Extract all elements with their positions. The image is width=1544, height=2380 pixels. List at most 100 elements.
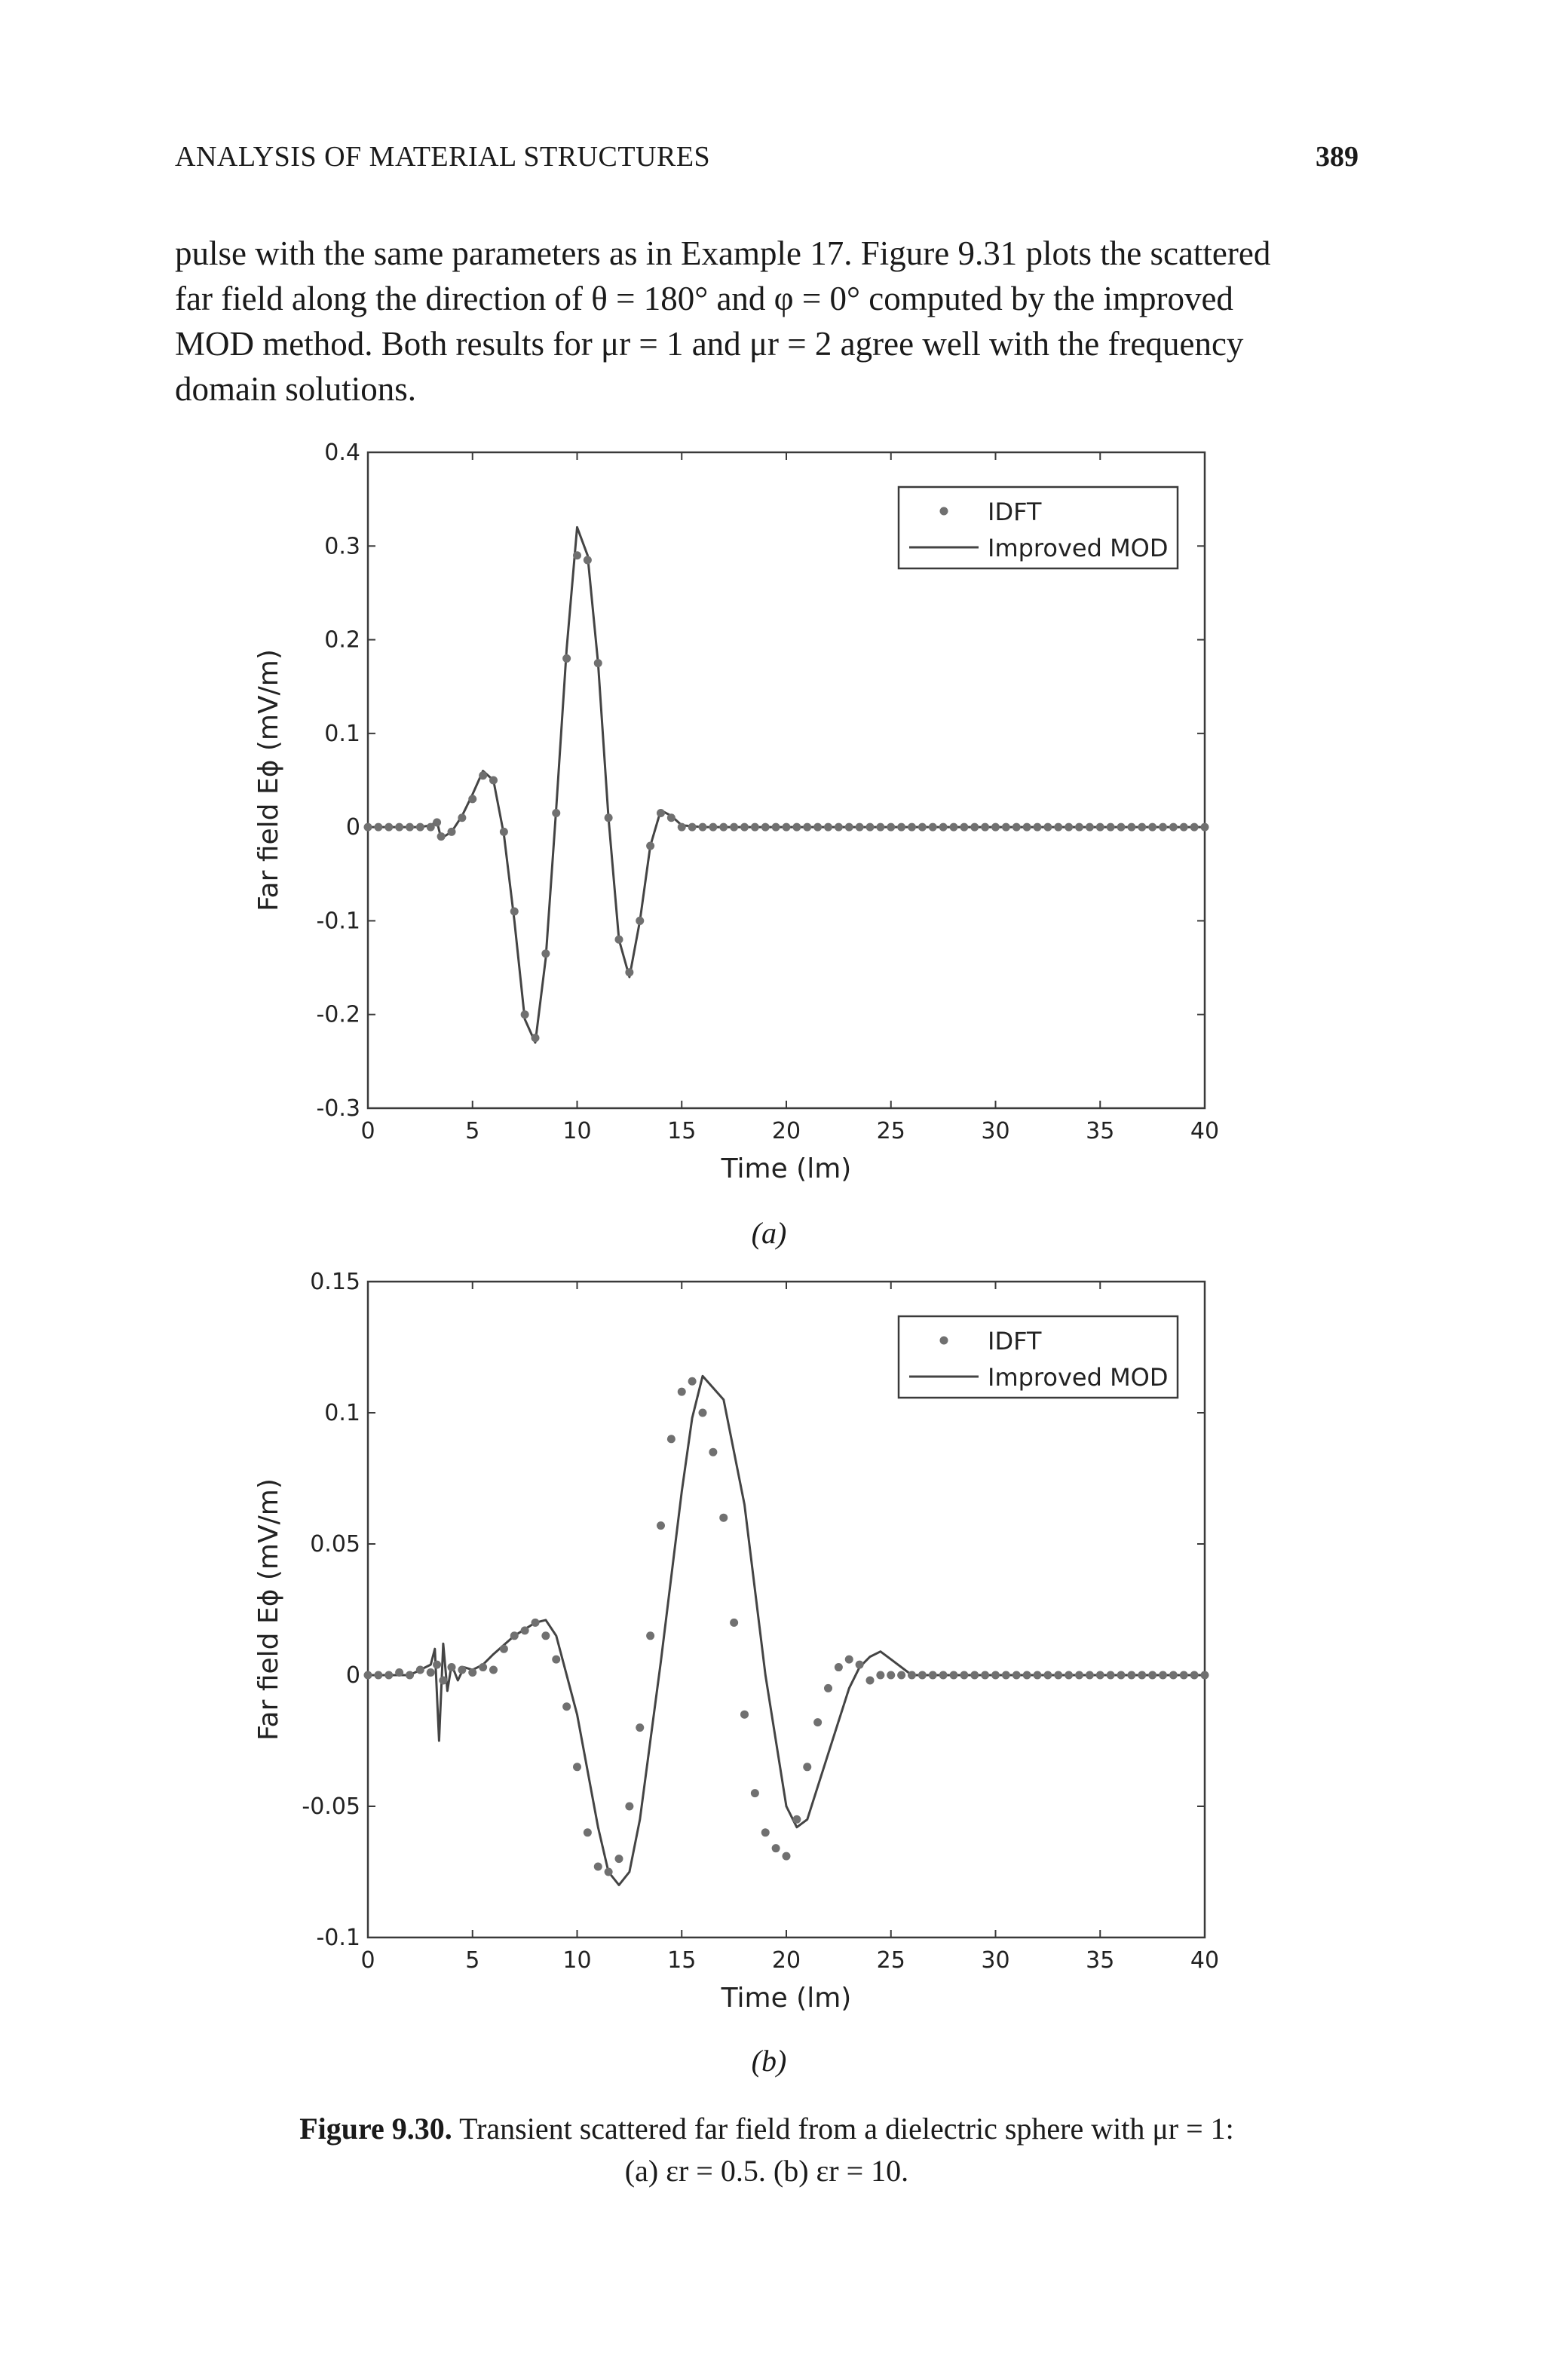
series-marker-idft [625, 1802, 634, 1811]
series-marker-idft [1169, 1671, 1178, 1680]
series-marker-idft [531, 1034, 540, 1043]
series-marker-idft [363, 822, 372, 832]
series-marker-idft [1179, 822, 1188, 832]
series-marker-idft [813, 822, 823, 832]
series-marker-idft [855, 1660, 864, 1669]
series-marker-idft [1190, 822, 1199, 832]
caption-label: Figure 9.30. [299, 2112, 452, 2146]
series-marker-idft [813, 1718, 823, 1727]
series-marker-idft [583, 556, 592, 565]
series-marker-idft [614, 935, 623, 944]
series-marker-idft [1033, 822, 1042, 832]
series-marker-idft [426, 1668, 435, 1677]
series-marker-idft [844, 1655, 853, 1664]
series-marker-idft [939, 1671, 948, 1680]
x-tick-label: 30 [981, 1947, 1009, 1974]
series-marker-idft [803, 822, 812, 832]
series-marker-idft [1106, 1671, 1115, 1680]
series-marker-idft [1085, 1671, 1094, 1680]
series-marker-idft [1095, 822, 1104, 832]
series-marker-idft [677, 822, 686, 832]
x-tick-label: 5 [465, 1118, 479, 1144]
series-marker-idft [541, 1631, 550, 1640]
x-tick-label: 35 [1086, 1118, 1114, 1144]
x-tick-label: 25 [877, 1118, 905, 1144]
series-marker-idft [510, 1631, 519, 1640]
series-marker-idft [698, 822, 707, 832]
series-marker-idft [1065, 822, 1074, 832]
series-marker-idft [771, 1844, 780, 1853]
series-marker-idft [562, 654, 571, 663]
series-marker-idft [406, 822, 414, 832]
series-marker-idft [949, 1671, 958, 1680]
panel-label-b: (b) [751, 2044, 787, 2078]
x-tick-label: 10 [562, 1118, 591, 1144]
series-marker-idft [499, 827, 508, 836]
series-marker-idft [908, 822, 916, 832]
legend-label-improved-mod: Improved MOD [988, 1363, 1169, 1392]
series-marker-idft [698, 1408, 707, 1417]
y-tick-label: 0.15 [310, 1269, 360, 1295]
series-marker-idft [426, 822, 435, 832]
series-marker-idft [415, 1665, 424, 1674]
series-marker-idft [439, 1676, 448, 1685]
series-marker-idft [384, 822, 394, 832]
series-marker-idft [1054, 1671, 1063, 1680]
series-marker-idft [573, 1763, 581, 1772]
series-marker-idft [447, 827, 456, 836]
series-marker-idft [855, 822, 864, 832]
series-marker-idft [1022, 822, 1031, 832]
legend: IDFT Improved MOD [897, 485, 1179, 570]
legend-label-improved-mod: Improved MOD [988, 534, 1169, 562]
series-marker-idft [468, 1668, 477, 1677]
x-tick-label: 35 [1086, 1947, 1114, 1974]
series-marker-idft [1159, 1671, 1167, 1680]
series-marker-idft [1001, 1671, 1010, 1680]
series-marker-idft [865, 822, 875, 832]
series-marker-idft [928, 822, 937, 832]
series-marker-idft [458, 813, 467, 822]
panel-label-a: (a) [751, 1216, 787, 1250]
series-marker-idft [1200, 1671, 1209, 1680]
page-header: ANALYSIS OF MATERIAL STRUCTURES 389 [175, 140, 1359, 178]
series-marker-idft [960, 822, 969, 832]
series-marker-idft [374, 1671, 383, 1680]
caption-line-1: Transient scattered far field from a die… [459, 2112, 1234, 2146]
series-marker-idft [1065, 1671, 1074, 1680]
series-marker-idft [1138, 1671, 1147, 1680]
series-marker-idft [991, 1671, 1000, 1680]
series-marker-idft [844, 822, 853, 832]
y-tick-label: 0.4 [324, 440, 360, 466]
series-marker-idft [688, 822, 697, 832]
series-marker-idft [1148, 822, 1157, 832]
y-tick-label: 0 [346, 814, 360, 841]
series-marker-idft [981, 1671, 990, 1680]
series-marker-idft [782, 822, 791, 832]
legend-box [897, 485, 1179, 570]
figure-caption: Figure 9.30. Transient scattered far fie… [175, 2108, 1359, 2192]
figure-panel-a: 0 5 10 15 20 25 30 35 40 -0.3 -0.2 -0.1 0 0.1 0.2 0.3 0.… [226, 437, 1236, 1214]
legend-marker-idft [939, 1336, 948, 1345]
y-tick-label: 0.3 [324, 533, 360, 559]
series-marker-idft [499, 1644, 508, 1653]
series-marker-idft [918, 1671, 927, 1680]
series-marker-idft [876, 1671, 885, 1680]
y-tick-label: 0.1 [324, 1400, 360, 1426]
x-tick-label: 40 [1190, 1947, 1219, 1974]
series-marker-idft [771, 822, 780, 832]
series-marker-idft [688, 1377, 697, 1386]
y-tick-label: 0.1 [324, 721, 360, 747]
x-axis-label: Time (lm) [721, 1983, 852, 2014]
series-marker-idft [1043, 1671, 1052, 1680]
series-marker-idft [897, 1671, 906, 1680]
series-marker-idft [520, 1010, 529, 1019]
series-marker-idft [730, 1618, 739, 1627]
series-marker-idft [824, 1683, 832, 1692]
series-marker-idft [949, 822, 958, 832]
legend-marker-idft [939, 507, 948, 516]
series-marker-idft [636, 1723, 645, 1732]
series-marker-idft [1022, 1671, 1031, 1680]
series-marker-idft [458, 1665, 467, 1674]
series-marker-idft [803, 1763, 812, 1772]
series-marker-idft [468, 795, 477, 804]
